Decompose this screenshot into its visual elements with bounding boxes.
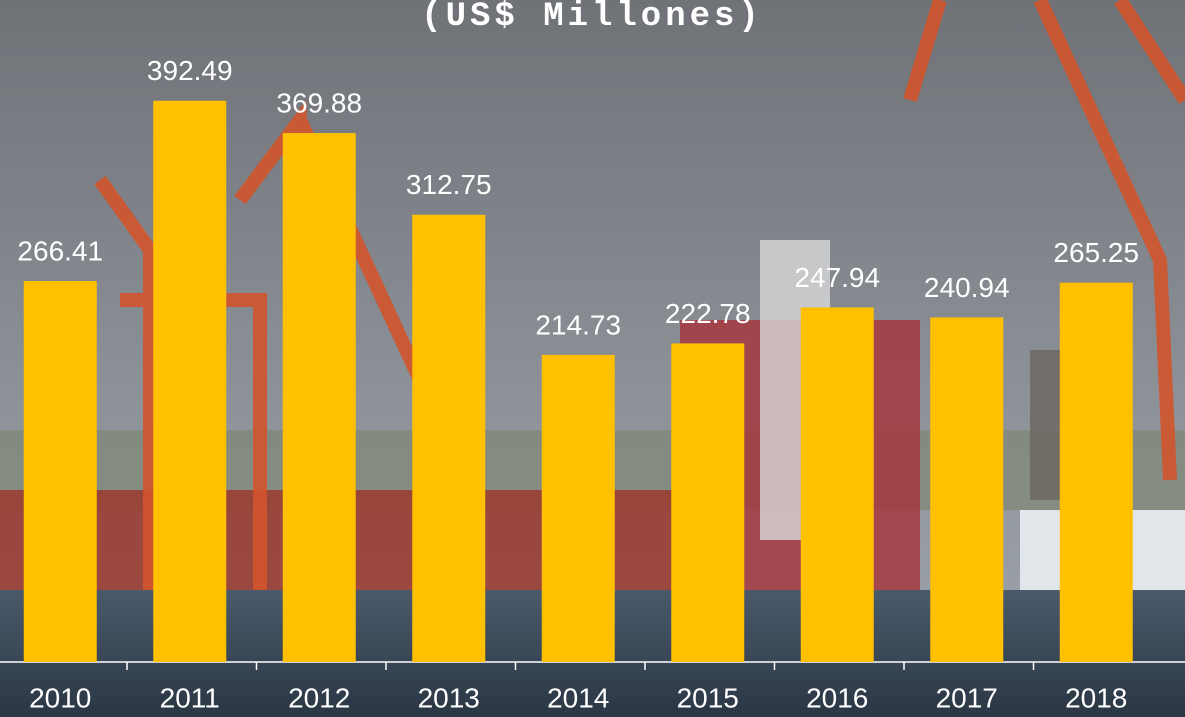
chart: (US$ Millones) 266.41 2010 392.49 2011 369.8… [0, 0, 1185, 717]
x-tick-label: 2017 [936, 682, 998, 713]
bar [283, 133, 356, 662]
bar [24, 281, 97, 662]
x-tick-label: 2012 [288, 682, 350, 713]
value-label: 247.94 [794, 262, 880, 293]
value-label: 266.41 [17, 235, 103, 266]
x-tick-label: 2014 [547, 682, 609, 713]
bar [801, 307, 874, 662]
bar [1060, 283, 1133, 662]
value-label: 222.78 [665, 298, 751, 329]
bar [542, 355, 615, 662]
x-tick-label: 2013 [418, 682, 480, 713]
bar [930, 317, 1003, 662]
x-tick-label: 2011 [160, 682, 220, 713]
value-label: 214.73 [535, 309, 621, 340]
value-label: 265.25 [1053, 237, 1139, 268]
value-label: 312.75 [406, 169, 492, 200]
x-tick-label: 2015 [677, 682, 739, 713]
value-label: 240.94 [924, 272, 1010, 303]
bar [671, 343, 744, 662]
value-label: 392.49 [147, 55, 233, 86]
chart-title: (US$ Millones) [421, 0, 763, 36]
value-label: 369.88 [276, 87, 362, 118]
x-tick-label: 2018 [1065, 682, 1127, 713]
bar [412, 215, 485, 662]
page: (US$ Millones) 266.41 2010 392.49 2011 369.8… [0, 0, 1185, 717]
x-tick-label: 2010 [29, 682, 91, 713]
bar [153, 101, 226, 662]
x-tick-label: 2016 [806, 682, 868, 713]
